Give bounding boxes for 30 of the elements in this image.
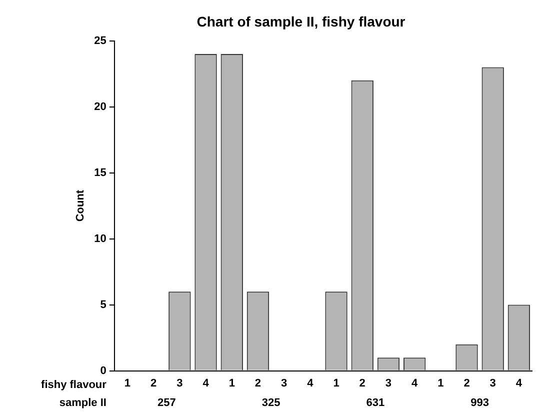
x-tick-label: 1 <box>438 377 444 390</box>
x-tick-label: 3 <box>281 377 288 390</box>
x-tick-label: 2 <box>254 377 262 390</box>
y-tick-label: 0 <box>100 364 106 377</box>
x-tick-label: 4 <box>516 377 523 390</box>
y-tick-label: 5 <box>100 298 106 311</box>
y-tick-label: 10 <box>94 232 106 245</box>
text: sample II <box>59 396 106 409</box>
x-tick-label: 3 <box>385 377 392 390</box>
x-tick-label: 3 <box>490 377 496 390</box>
x-tick-label: 3 <box>176 377 183 390</box>
x-tick-label: 2 <box>464 377 470 390</box>
x-tick-label: 1 <box>333 377 340 390</box>
x-tick-label: 4 <box>411 377 418 390</box>
text: 993 <box>470 396 489 409</box>
text: 325 <box>262 396 280 409</box>
text: 257 <box>157 396 176 409</box>
y-tick-label: 20 <box>94 100 106 113</box>
x-tick-label: 2 <box>359 377 366 390</box>
x-tick-label: 4 <box>307 377 314 390</box>
x-tick-label: 2 <box>150 377 157 390</box>
text: 631 <box>366 396 385 409</box>
chart-title: Chart of sample II, fishy flavour <box>196 13 406 30</box>
x-tick-label: 1 <box>124 377 131 390</box>
x-tick-label: 1 <box>228 377 235 390</box>
text: fishy flavour <box>41 378 108 391</box>
x-tick-label: 4 <box>202 377 210 390</box>
y-axis-title: Count <box>74 190 87 222</box>
y-tick-label: 15 <box>94 166 106 179</box>
y-tick-label: 25 <box>94 34 106 47</box>
